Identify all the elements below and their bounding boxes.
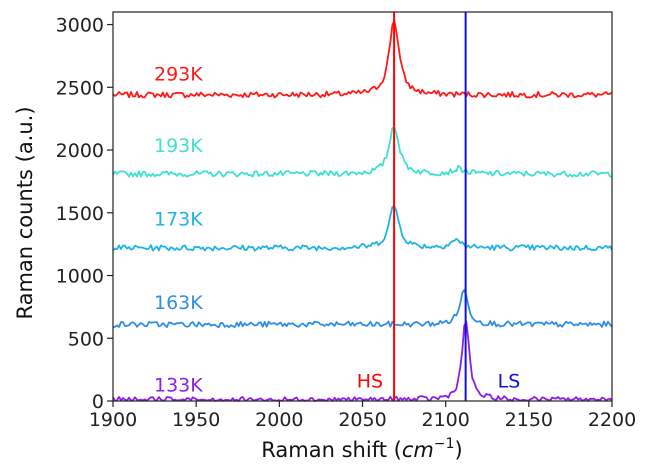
series-label-173K: 173K [154, 208, 203, 230]
x-tick-label: 2200 [588, 409, 636, 431]
x-tick-label: 2050 [338, 409, 386, 431]
x-tick-label: 2150 [505, 409, 553, 431]
y-tick-label: 0 [92, 391, 104, 413]
y-axis-title: Raman counts (a.u.) [13, 106, 37, 319]
x-axis-title-exponent: −1 [434, 436, 455, 452]
marker-label-hs: HS [357, 370, 383, 392]
y-tick-label: 3000 [56, 15, 104, 37]
series-line-163K [112, 288, 613, 329]
series-line-193K [112, 126, 613, 178]
x-tick-label: 1950 [172, 409, 220, 431]
y-tick-label: 500 [68, 328, 104, 350]
y-tick-label: 1500 [56, 203, 104, 225]
x-tick-label: 1900 [89, 409, 137, 431]
series-line-293K [112, 20, 613, 99]
marker-label-ls: LS [498, 370, 521, 392]
x-axis-title: Raman shift (cm−1) [261, 436, 462, 462]
series-label-133K: 133K [154, 375, 203, 397]
x-tick-label: 2000 [255, 409, 303, 431]
series-label-293K: 293K [154, 63, 203, 85]
x-axis-title-unit: cm [402, 438, 434, 462]
series-line-133K [112, 320, 613, 402]
x-axis-title-prefix: Raman shift ( [261, 438, 402, 462]
y-tick-label: 2500 [56, 77, 104, 99]
x-tick-label: 2100 [421, 409, 469, 431]
y-tick-label: 1000 [56, 266, 104, 288]
series-line-173K [112, 205, 613, 252]
y-tick-label: 2000 [56, 140, 104, 162]
series-label-193K: 193K [154, 135, 203, 157]
series-label-163K: 163K [154, 292, 203, 314]
plot-area: HS LS 293K 193K 173K 163K 133K 1900 1950 2000 2050… [56, 11, 636, 431]
x-axis-title-suffix: ) [454, 438, 462, 462]
